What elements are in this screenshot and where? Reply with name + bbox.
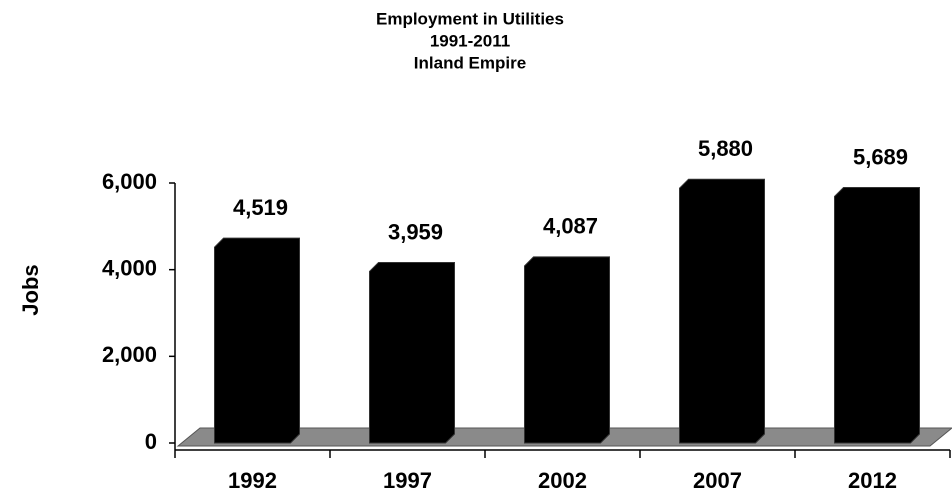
y-tick-label: 6,000 xyxy=(102,169,157,194)
chart-title: Employment in Utilities xyxy=(376,9,564,28)
x-tick-label: 2012 xyxy=(848,468,897,493)
value-label: 4,519 xyxy=(233,195,288,220)
chart-subtitle: 1991-2011 xyxy=(430,31,510,50)
y-axis-label: Jobs xyxy=(18,264,43,315)
bar xyxy=(679,178,765,444)
value-label: 5,689 xyxy=(853,144,908,169)
bar xyxy=(369,261,455,444)
y-tick-label: 2,000 xyxy=(102,342,157,367)
x-tick-label: 2002 xyxy=(538,468,587,493)
value-label: 3,959 xyxy=(388,219,443,244)
bar xyxy=(214,237,300,444)
y-tick-label: 4,000 xyxy=(102,255,157,280)
y-tick-label: 0 xyxy=(145,429,157,454)
chart-subtitle: Inland Empire xyxy=(414,53,526,72)
x-tick-label: 1992 xyxy=(228,468,277,493)
x-tick-label: 1997 xyxy=(383,468,432,493)
bar xyxy=(834,186,920,444)
x-tick-label: 2007 xyxy=(693,468,742,493)
value-label: 4,087 xyxy=(543,214,598,239)
value-label: 5,880 xyxy=(698,136,753,161)
bar xyxy=(524,256,610,444)
